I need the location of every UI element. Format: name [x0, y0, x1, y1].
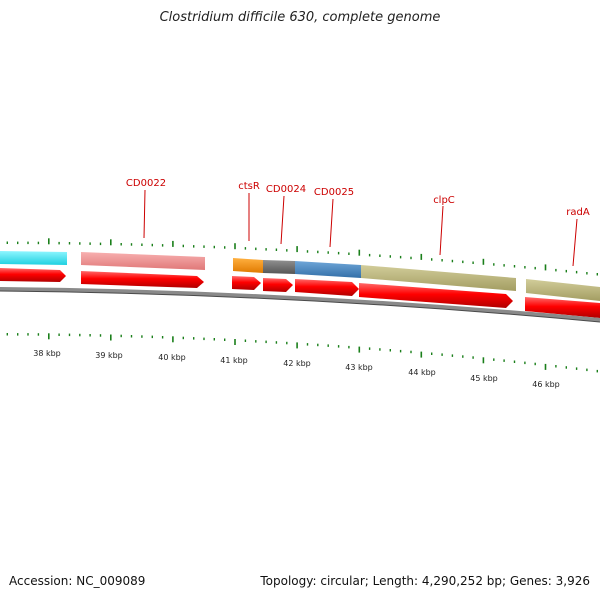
- cds-arrow: [0, 268, 66, 282]
- kbp-label-38: 38 kbp: [33, 349, 61, 358]
- leader-rada: [572, 218, 578, 267]
- feature-bar-pink: [81, 252, 205, 270]
- accession-text: Accession: NC_009089: [9, 574, 146, 588]
- gene-label-rada: radA: [566, 207, 590, 218]
- gene-label-cd0025: CD0025: [314, 187, 354, 198]
- feature-bar-gray: [263, 260, 295, 274]
- leader-cd0025: [329, 198, 334, 248]
- cds-arrow: [525, 297, 600, 318]
- cds-arrows: [0, 268, 600, 318]
- cds-arrow: [295, 279, 359, 296]
- ticks-top: [6, 238, 598, 276]
- feature-bars: [0, 251, 600, 301]
- feature-bar-cyan: [0, 251, 67, 265]
- feature-bar-olive-clpc: [361, 265, 516, 291]
- kbp-label-46: 46 kbp: [532, 380, 560, 389]
- kbp-labels: 38 kbp 39 kbp 40 kbp 41 kbp 42 kbp 43 kb…: [33, 349, 560, 389]
- gene-label-ctsr: ctsR: [238, 181, 260, 192]
- cds-arrow: [232, 276, 261, 290]
- leader-cd0024: [280, 195, 285, 245]
- gene-label-clpc: clpC: [433, 195, 455, 206]
- label-leaders: [143, 189, 578, 267]
- leader-clpc: [439, 205, 444, 256]
- cds-arrow: [263, 278, 293, 292]
- genome-title: Clostridium difficile 630, complete geno…: [159, 10, 441, 25]
- feature-bar-blue: [295, 261, 361, 278]
- kbp-label-41: 41 kbp: [220, 356, 248, 365]
- feature-bar-olive-rada: [526, 279, 600, 301]
- leader-cd0022: [143, 189, 146, 239]
- kbp-label-43: 43 kbp: [345, 363, 373, 372]
- gene-label-cd0024: CD0024: [266, 184, 306, 195]
- genome-backbone-shadow: [0, 290, 600, 323]
- feature-bar-orange: [233, 258, 263, 273]
- gene-labels: CD0022 ctsR CD0024 CD0025 clpC radA: [126, 178, 590, 218]
- kbp-label-42: 42 kbp: [283, 359, 311, 368]
- cds-arrow: [81, 271, 204, 288]
- topology-summary-text: Topology: circular; Length: 4,290,252 bp…: [260, 574, 590, 588]
- kbp-label-45: 45 kbp: [470, 374, 498, 383]
- kbp-label-39: 39 kbp: [95, 351, 123, 360]
- kbp-label-40: 40 kbp: [158, 353, 186, 362]
- gene-label-cd0022: CD0022: [126, 178, 166, 189]
- kbp-label-44: 44 kbp: [408, 368, 436, 377]
- cds-arrow: [359, 283, 513, 308]
- genome-backbone: [0, 287, 600, 322]
- ticks-bottom: [6, 333, 598, 373]
